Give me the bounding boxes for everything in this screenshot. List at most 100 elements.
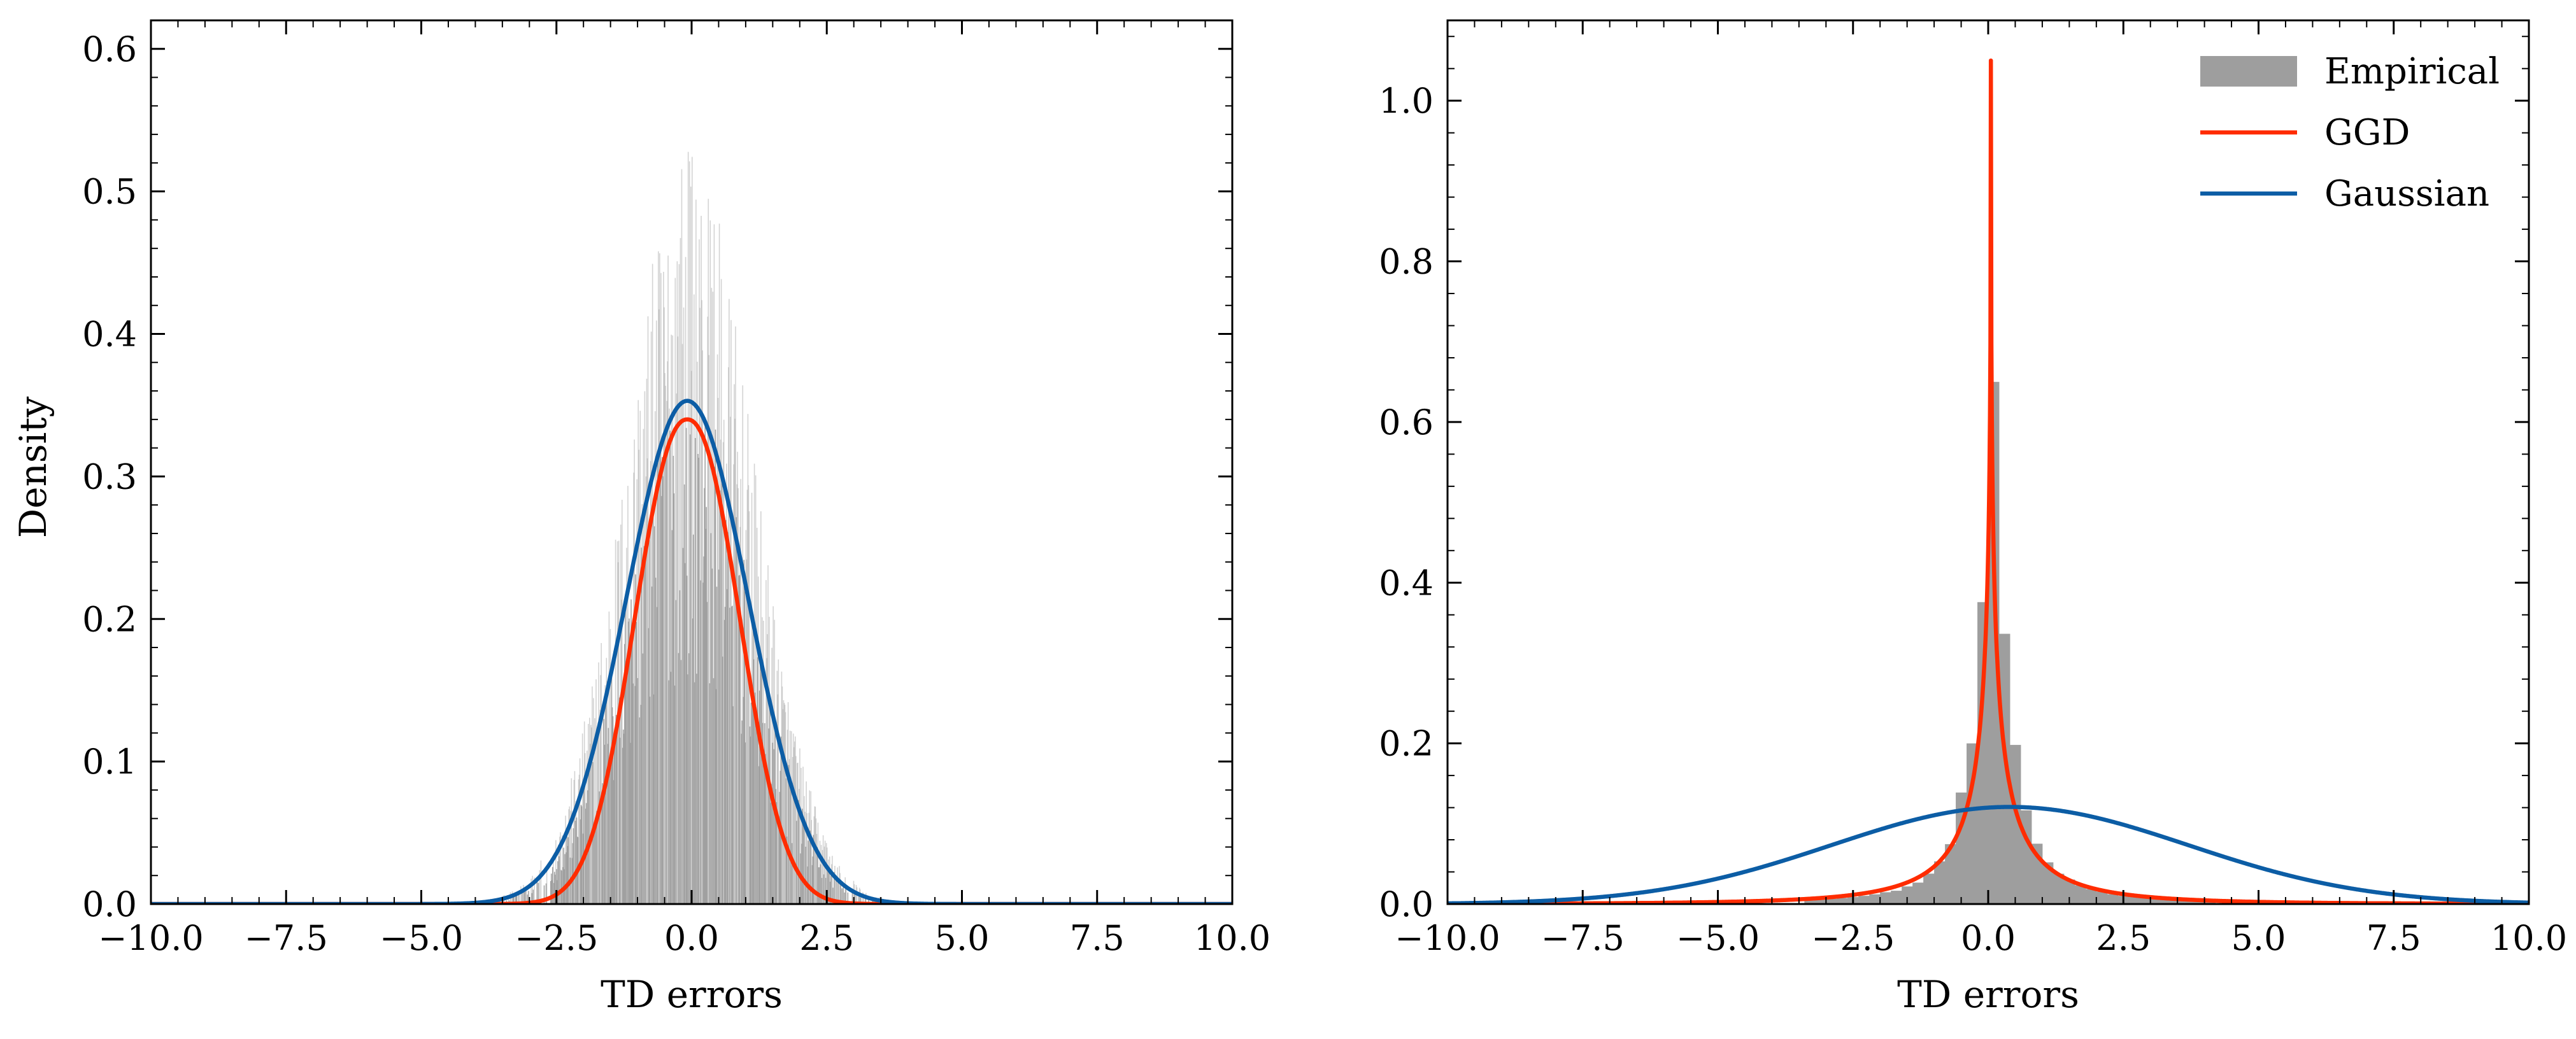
histogram-bar — [854, 894, 856, 904]
histogram-bar — [813, 816, 815, 904]
histogram-bar — [512, 895, 514, 904]
histogram-bar — [720, 439, 722, 904]
histogram-bar — [679, 590, 681, 904]
histogram-bar — [830, 881, 831, 904]
histogram-bar — [543, 885, 545, 904]
x-tick-label: −10.0 — [98, 918, 203, 958]
histogram-bar — [832, 856, 833, 904]
histogram-bar — [635, 574, 636, 904]
histogram-bar — [640, 705, 642, 904]
x-tick-label: 0.0 — [664, 918, 719, 958]
histogram-bar — [1837, 898, 1848, 904]
histogram-bar — [783, 700, 785, 904]
histogram-bar — [868, 899, 869, 904]
histogram-bar — [727, 532, 729, 904]
histogram-bar — [690, 187, 692, 904]
histogram-bar — [790, 731, 792, 904]
histogram-bar — [523, 889, 525, 904]
y-tick-label: 0.4 — [82, 315, 137, 355]
histogram-bar — [619, 737, 621, 904]
histogram-bar — [823, 874, 825, 904]
histogram-bar — [575, 801, 577, 904]
histogram-bar — [779, 770, 781, 904]
histogram-bar — [611, 707, 613, 904]
histogram-bar — [546, 865, 548, 904]
histogram-bar — [631, 633, 632, 904]
histogram-bar — [1891, 891, 1902, 904]
histogram-bar — [668, 680, 669, 904]
histogram-bar — [610, 767, 612, 904]
histogram-bar — [560, 870, 562, 904]
histogram-bar — [590, 744, 591, 904]
histogram-bar — [622, 747, 623, 904]
histogram-bar — [808, 812, 809, 904]
histogram-bar — [810, 791, 812, 904]
histogram-bar — [510, 894, 512, 904]
histogram-bar — [717, 397, 719, 904]
histogram-bar — [779, 791, 781, 904]
histogram-bar — [801, 768, 802, 904]
histogram-bar — [608, 728, 609, 904]
histogram-bar — [737, 451, 738, 904]
histogram-bar — [699, 307, 701, 904]
histogram-bar — [565, 816, 566, 904]
histogram-bar — [2107, 894, 2119, 904]
histogram-bar — [604, 744, 606, 904]
histogram-bar — [732, 605, 733, 904]
histogram-bar — [598, 662, 599, 904]
histogram-bar — [706, 602, 708, 904]
histogram-bar — [804, 812, 806, 904]
histogram-bar — [567, 845, 568, 904]
histogram-bar — [769, 702, 771, 904]
histogram-bar — [788, 765, 790, 904]
x-tick-label: 10.0 — [1194, 918, 1270, 958]
histogram-bar — [634, 686, 636, 904]
histogram-bar — [532, 875, 533, 904]
histogram-bar — [815, 818, 817, 904]
histogram-bar — [799, 789, 800, 904]
histogram-bar — [790, 787, 792, 904]
histogram-bar — [708, 355, 710, 904]
histogram-bar — [738, 576, 739, 904]
histogram-bar — [552, 856, 554, 904]
histogram-bar — [653, 526, 655, 904]
histogram-bar — [540, 860, 542, 904]
histogram-bar — [657, 463, 658, 904]
histogram-bar — [516, 894, 518, 904]
histogram-bar — [611, 672, 613, 904]
histogram-bar — [720, 279, 722, 904]
histogram-bar — [667, 361, 668, 904]
histogram-bar — [695, 438, 696, 904]
histogram-bar — [572, 843, 574, 904]
histogram-bar — [758, 690, 760, 904]
histogram-bar — [625, 679, 627, 904]
histogram-bar — [715, 429, 716, 904]
histogram-bar — [772, 742, 773, 904]
histogram-bar — [739, 527, 741, 904]
histogram-bar — [525, 891, 526, 904]
histogram-bar — [550, 881, 551, 904]
histogram-bar — [737, 488, 739, 904]
histogram-bar — [652, 512, 654, 904]
histogram-bar — [618, 697, 620, 904]
histogram-bar — [799, 748, 801, 904]
histogram-bar — [550, 873, 552, 904]
histogram-bar — [612, 716, 614, 904]
histogram-bar — [874, 900, 876, 904]
histogram-bar — [701, 216, 702, 904]
histogram-bar — [2182, 900, 2195, 904]
histogram-bar — [650, 461, 651, 904]
histogram-bar — [701, 300, 702, 904]
histogram-bar — [634, 439, 635, 904]
legend-label: GGD — [2324, 112, 2410, 153]
histogram-bar — [553, 882, 555, 904]
histogram-bar — [797, 762, 799, 904]
histogram-bar — [2096, 891, 2108, 904]
histogram-bar — [574, 821, 576, 904]
histogram-bar — [615, 539, 616, 904]
histogram-bar — [528, 891, 529, 904]
histogram-bar — [655, 577, 657, 904]
histogram-bar — [802, 767, 804, 904]
histogram-bar — [862, 893, 864, 904]
